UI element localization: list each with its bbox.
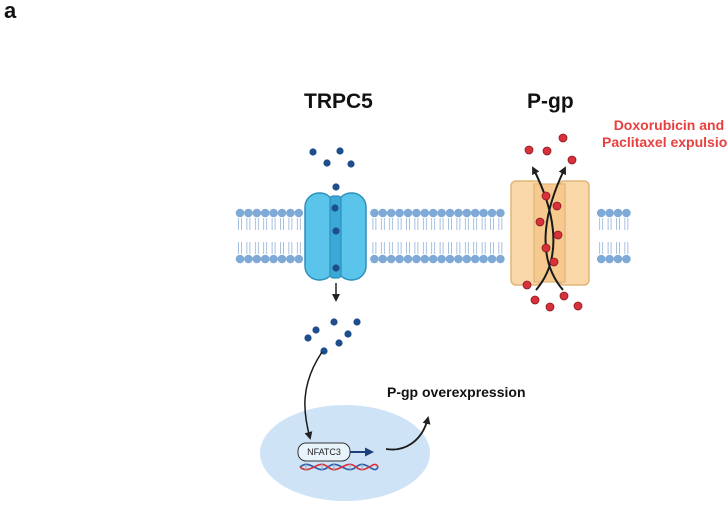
drug-molecules <box>522 133 583 312</box>
ion-dot <box>332 227 340 235</box>
calcium-ions <box>304 147 361 355</box>
ion-dot <box>323 159 331 167</box>
phospholipid <box>613 208 623 264</box>
phospholipid <box>395 208 404 264</box>
cell-membrane <box>235 208 631 264</box>
drug-dot <box>552 201 562 211</box>
trpc5-channel <box>304 192 367 281</box>
drug-dot <box>559 291 569 301</box>
drug-dot <box>545 302 555 312</box>
ion-dot <box>344 330 352 338</box>
phospholipid <box>378 208 388 264</box>
drug-dot <box>530 295 540 305</box>
panel-letter: a <box>4 0 17 23</box>
ion-dot <box>330 318 338 326</box>
phospholipid <box>605 208 614 264</box>
drug-dot <box>558 133 568 143</box>
phospholipid <box>277 208 287 264</box>
ion-dot <box>332 264 340 272</box>
ion-dot <box>335 339 343 347</box>
drug-dot <box>573 301 583 311</box>
phospholipid <box>496 208 505 264</box>
phospholipid <box>386 208 396 264</box>
signaling-arrow <box>304 351 323 440</box>
phospholipid <box>437 208 446 264</box>
drug-dot <box>522 280 532 290</box>
dna-helix-icon <box>299 463 379 471</box>
nfatc3-label: NFATC3 <box>307 447 341 457</box>
phospholipid <box>244 208 253 264</box>
ion-dot <box>336 147 344 155</box>
phospholipid <box>454 208 463 264</box>
overexpression-arrow <box>385 416 431 451</box>
phospholipid <box>487 208 497 264</box>
phospholipid <box>294 208 304 264</box>
phospholipid <box>269 208 278 264</box>
pgp-label: P-gp <box>527 90 574 113</box>
drug-expulsion-line-2: Paclitaxel expulsion <box>602 134 728 150</box>
phospholipid <box>462 208 472 264</box>
ion-dot <box>353 318 361 326</box>
phospholipid <box>596 208 606 264</box>
drug-dot <box>541 243 551 253</box>
phospholipid <box>622 208 631 264</box>
phospholipid <box>420 208 430 264</box>
trpc5-label: TRPC5 <box>304 90 373 113</box>
trpc5-pore <box>329 195 342 279</box>
ion-dot <box>312 326 320 334</box>
phospholipid <box>470 208 480 264</box>
ion-dot <box>304 334 312 342</box>
drug-dot <box>524 145 534 155</box>
phospholipid <box>445 208 455 264</box>
ion-dot <box>331 204 339 212</box>
drug-expulsion-line-1: Doxorubicin and <box>613 117 725 133</box>
drug-dot <box>542 146 552 156</box>
ion-dot <box>347 160 355 168</box>
efflux-arrow-left <box>532 166 555 291</box>
phospholipid <box>370 208 379 264</box>
phospholipid <box>286 208 295 264</box>
drug-dot <box>541 191 551 201</box>
pgp-transporter <box>510 180 590 286</box>
ion-dot <box>309 148 317 156</box>
ion-dot <box>332 183 340 191</box>
phospholipid <box>412 208 421 264</box>
phospholipid <box>235 208 245 264</box>
efflux-arrow-right <box>544 166 566 291</box>
drug-dot <box>535 217 545 227</box>
pgp-overexpression-label: P-gp overexpression <box>387 384 526 400</box>
drug-expulsion-label: Doxorubicin and Paclitaxel expulsion <box>602 117 728 151</box>
drug-dot <box>549 257 559 267</box>
phospholipid <box>252 208 262 264</box>
phospholipid <box>428 208 438 264</box>
phospholipid <box>479 208 488 264</box>
drug-dot <box>553 230 563 240</box>
phospholipid <box>260 208 270 264</box>
phospholipid <box>403 208 413 264</box>
drug-dot <box>567 155 577 165</box>
